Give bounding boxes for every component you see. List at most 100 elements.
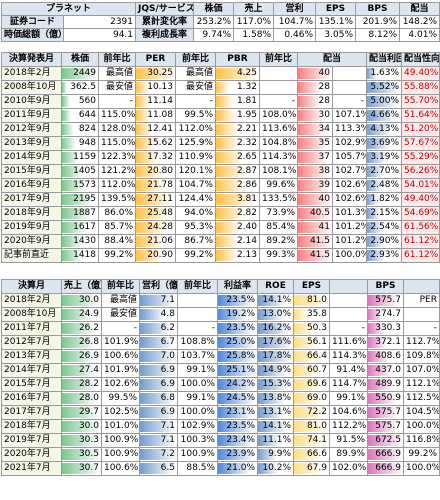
cell: 113.3% xyxy=(331,122,368,137)
cell-text: EPS xyxy=(301,281,322,291)
cell: 100.6% xyxy=(101,349,140,364)
data-bar xyxy=(136,68,175,79)
cell-text: 2.15% xyxy=(370,208,400,218)
cell: EPS xyxy=(293,279,330,294)
cell-text: 100.0% xyxy=(180,407,215,417)
cell-text: 7.1 xyxy=(160,435,175,445)
cell: 824 xyxy=(61,122,99,137)
data-bar xyxy=(62,407,100,418)
summary-table: プラネット JQS/サービス 株価 売上 営利 EPS BPS 配当 証券コード 2391 累計変化… xyxy=(0,2,440,42)
cell: 3.05% xyxy=(315,28,357,42)
cell: 1.32 xyxy=(215,80,260,95)
cell xyxy=(331,80,368,95)
cell: 23.5% xyxy=(217,321,258,336)
cell: 決算発表月 xyxy=(1,52,62,67)
cell-text: 21.06 xyxy=(147,236,173,246)
cell-text: 81.0 xyxy=(306,295,327,305)
cell-text: 23.5% xyxy=(226,421,255,431)
cell-text: 102.9% xyxy=(335,138,367,148)
cell-text: 148.2% xyxy=(402,17,438,27)
cell-text: 108.0% xyxy=(262,110,297,120)
cell: 99.3% xyxy=(259,248,298,263)
cell-text: 35.8 xyxy=(306,309,327,319)
cell: 40 xyxy=(297,66,333,81)
cell: 3.19% xyxy=(366,150,403,165)
cell-text: 30.3 xyxy=(78,435,99,445)
cell-text: 26.9 xyxy=(78,351,99,361)
cell: 55.88% xyxy=(401,80,440,95)
cell: 複利成長率 xyxy=(135,28,195,42)
header-row: 決算発表月 株価 前年比 PER 前年比 PBR 前年比 配当 配当利回り配当性向 xyxy=(1,52,440,67)
cell: 575.7 xyxy=(367,419,404,434)
cell-text: 100.3% xyxy=(180,435,215,445)
cell-text: 37 xyxy=(318,152,330,162)
cell: - xyxy=(175,94,216,109)
cell-text: 3.69% xyxy=(370,138,400,148)
cell-text: 売上 xyxy=(244,4,263,14)
cell-text: 86.0% xyxy=(104,208,133,218)
cell: 8.12% xyxy=(355,28,401,42)
data-bar xyxy=(140,351,176,362)
cell: 21.06 xyxy=(135,234,176,249)
cell-text: - xyxy=(211,323,215,333)
cell-text: 27.4 xyxy=(78,365,99,375)
cell-text: 112.7% xyxy=(406,337,440,347)
cell-text: 25.1% xyxy=(226,365,255,375)
cell-text: 配当性向 xyxy=(404,54,440,64)
cell-text: 13.8% xyxy=(262,393,291,403)
cell: 前年比 xyxy=(177,279,218,294)
cell-text: 2015年9月 xyxy=(4,166,51,176)
data-bar xyxy=(62,152,80,163)
data-bar xyxy=(368,365,391,376)
cell: 101.0% xyxy=(101,419,140,434)
cell-text: 560 xyxy=(78,96,96,106)
cell: 2018年9月 xyxy=(1,206,62,221)
cell-text: 61.12% xyxy=(404,236,439,246)
cell xyxy=(259,66,298,81)
cell-text: 28 xyxy=(318,82,330,92)
cell-text: 115.0% xyxy=(101,110,136,120)
cell: 72.2 xyxy=(293,405,330,420)
cell: 88.5% xyxy=(177,461,218,476)
cell: 60.7 xyxy=(293,363,330,378)
cell-text: 25.48 xyxy=(147,208,173,218)
data-bar xyxy=(368,463,403,474)
cell-text: 948 xyxy=(78,138,96,148)
data-bar xyxy=(258,379,289,390)
cell: 2013年9月 xyxy=(1,136,62,151)
cell: 672.5 xyxy=(367,433,404,448)
cell: 6.9 xyxy=(139,377,178,392)
cell-text: - xyxy=(133,323,137,333)
cell: 100.0% xyxy=(177,405,218,420)
cell: 30.3 xyxy=(61,433,102,448)
cell: 107.0% xyxy=(403,363,440,378)
row: 時価総額（億） 94.1 複利成長率 9.74% 1.58% 0.46% 3.05% 8.12… xyxy=(1,28,440,42)
cell-text: 54.69% xyxy=(404,208,439,218)
cell-text: 2011年7月 xyxy=(4,323,51,333)
data-bar xyxy=(218,295,254,306)
cell-text: 2013年7月 xyxy=(4,351,51,361)
cell-text: 100.0% xyxy=(406,421,440,431)
cell: 34 xyxy=(297,122,333,137)
cell: 372.1 xyxy=(367,335,404,350)
data-bar xyxy=(140,435,177,446)
cell: 115.0% xyxy=(98,108,136,123)
cell: 前年比 xyxy=(259,52,298,67)
cell-text: ROE xyxy=(265,281,286,291)
cell-text: 114.3% xyxy=(332,351,367,361)
data-bar xyxy=(294,407,326,418)
cell-text: 1405 xyxy=(73,166,96,176)
cell: 30.25 xyxy=(135,66,176,81)
cell: 102.5% xyxy=(101,405,140,420)
cell: 55.29% xyxy=(401,150,440,165)
cell: 100.0% xyxy=(177,377,218,392)
cell: 51.64% xyxy=(401,108,440,123)
cell: 2014年9月 xyxy=(1,150,62,165)
data-bar xyxy=(368,379,394,390)
cell-text: 最安値 xyxy=(185,82,213,92)
cell: 26.2 xyxy=(61,321,102,336)
cell-text: 644 xyxy=(78,110,96,120)
cell: 99.2% xyxy=(175,248,216,263)
data-bar xyxy=(298,152,329,163)
row: 2020年9月 1430 88.4% 21.06 86.7% 2.14 89.2% 41.5 1… xyxy=(1,234,440,249)
